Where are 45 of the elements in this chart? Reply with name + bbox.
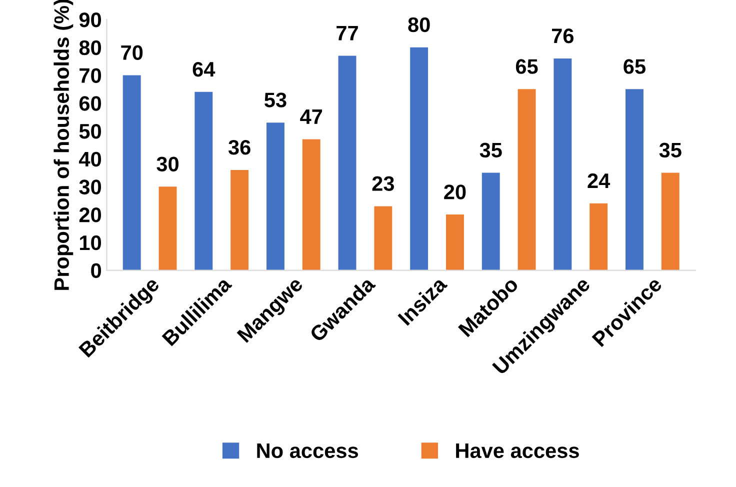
- bar: [446, 214, 464, 270]
- y-tick-label: 40: [79, 152, 102, 167]
- data-label: 77: [336, 26, 358, 40]
- data-label: 35: [659, 142, 682, 158]
- bar: [374, 206, 392, 270]
- data-label: 76: [552, 28, 574, 44]
- bar: [590, 203, 608, 270]
- bar: [338, 56, 356, 270]
- bar: [194, 92, 213, 270]
- data-label: 36: [228, 140, 250, 155]
- bar: [122, 75, 141, 270]
- bar: [302, 139, 320, 270]
- y-tick-label: 90: [79, 12, 102, 28]
- y-tick-label: 30: [79, 180, 102, 194]
- data-label: 70: [121, 45, 143, 60]
- data-label: 64: [192, 62, 216, 77]
- data-label: 53: [264, 92, 286, 108]
- bar: [518, 89, 536, 270]
- bar: [410, 47, 428, 270]
- bar: [230, 170, 249, 270]
- y-tick-label: 20: [79, 208, 102, 222]
- data-label: 65: [516, 59, 538, 74]
- legend-label: No access: [257, 444, 358, 458]
- bar: [158, 186, 177, 270]
- bar: [554, 58, 572, 270]
- bar: [266, 122, 284, 270]
- data-label: 65: [624, 59, 646, 74]
- data-label: 20: [444, 184, 466, 200]
- y-axis-title: Proportion of households (%): [54, 0, 74, 290]
- y-tick-label: 10: [80, 235, 102, 250]
- y-tick-label: 60: [79, 96, 102, 111]
- data-label: 30: [156, 156, 178, 172]
- data-label: 47: [300, 110, 322, 124]
- y-tick-label: 70: [80, 68, 102, 83]
- data-label: 24: [588, 173, 610, 188]
- legend-label: Have access: [456, 444, 579, 458]
- data-label: 80: [408, 17, 430, 32]
- bar: [626, 89, 644, 270]
- data-label: 23: [372, 176, 394, 191]
- y-tick-label: 50: [79, 124, 102, 139]
- y-tick-label: 0: [91, 263, 102, 278]
- bar: [482, 172, 500, 270]
- y-tick-label: 80: [79, 40, 102, 56]
- data-label: 35: [480, 142, 502, 158]
- bar: [661, 172, 680, 270]
